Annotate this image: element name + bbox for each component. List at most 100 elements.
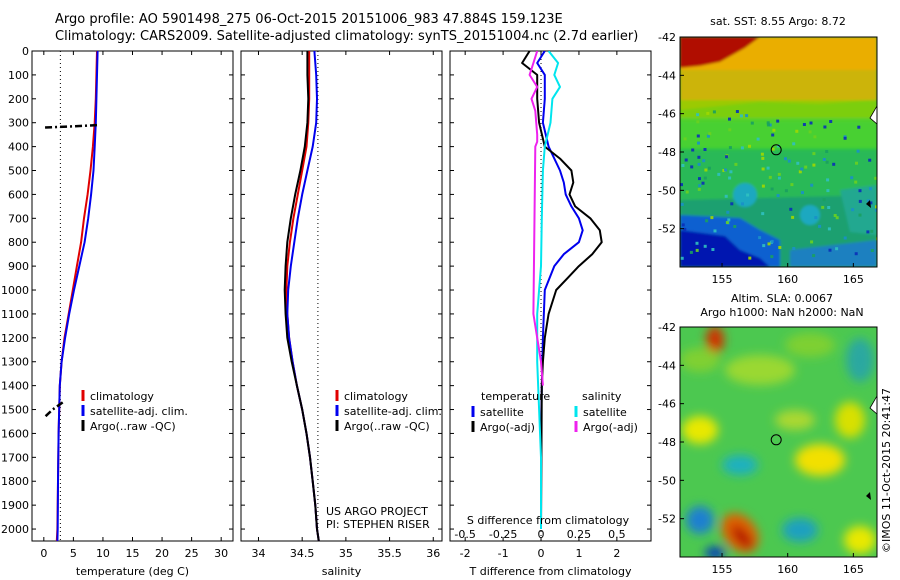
top-tick-label: 0.25: [567, 528, 592, 541]
lon-tick-label: 155: [712, 273, 733, 286]
climatology-subtitle: Climatology: CARS2009. Satellite-adjuste…: [55, 29, 639, 44]
imos-credit: ©IMOS 11-Oct-2015 20:41:47: [880, 388, 893, 553]
difference-top-xlabel: S difference from climatology: [467, 514, 630, 527]
x-tick-label: 5: [70, 547, 77, 560]
top-tick-label: 0.5: [608, 528, 626, 541]
x-tick-label: 0: [538, 547, 545, 560]
sst-map: sat. SST: 8.55 Argo: 8.72: [658, 15, 878, 286]
x-tick-label: 36: [426, 547, 440, 560]
depth-tick-label: 400: [8, 141, 29, 154]
depth-tick-label: 1900: [1, 499, 29, 512]
lat-tick-label: -52: [658, 513, 676, 526]
lat-tick-label: -46: [658, 108, 676, 121]
x-tick-label: 25: [185, 547, 199, 560]
difference-xlabel: T difference from climatology: [469, 565, 632, 578]
legend-label: satellite-adj. clim.: [90, 405, 188, 418]
argo-position-marker: [770, 434, 782, 446]
depth-tick-label: 1200: [1, 332, 29, 345]
lat-tick-label: -52: [658, 223, 676, 236]
x-tick-label: -1: [498, 547, 509, 560]
depth-tick-label: 0: [22, 45, 29, 58]
depth-tick-label: 900: [8, 260, 29, 273]
profile-title: Argo profile: AO 5901498_275 06-Oct-2015…: [55, 12, 563, 27]
x-tick-label: 2: [613, 547, 620, 560]
lat-tick-label: -44: [658, 359, 676, 372]
depth-tick-label: 1400: [1, 380, 29, 393]
depth-tick-label: 1700: [1, 451, 29, 464]
lat-tick-label: -48: [658, 146, 676, 159]
depth-tick-label: 1300: [1, 356, 29, 369]
lat-tick-label: -42: [658, 321, 676, 334]
legend-title-temperature: temperature: [481, 390, 550, 403]
series-salinity-argo-adj: [528, 51, 544, 386]
lat-tick-label: -48: [658, 436, 676, 449]
legend-label: climatology: [90, 390, 154, 403]
legend-label: Argo(-adj): [480, 421, 535, 434]
lon-tick-label: 165: [843, 273, 864, 286]
depth-tick-label: 1000: [1, 284, 29, 297]
legend-label: Argo(-adj): [583, 421, 638, 434]
series-temperature-satellite: [536, 51, 584, 529]
x-tick-label: 34.5: [290, 547, 315, 560]
lon-tick-label: 155: [712, 563, 733, 576]
legend-label: satellite-adj. clim.: [344, 405, 442, 418]
depth-tick-label: 1600: [1, 427, 29, 440]
sst-map-field: [680, 37, 877, 267]
lat-tick-label: -50: [658, 184, 676, 197]
depth-tick-label: 1100: [1, 308, 29, 321]
x-tick-label: 35: [339, 547, 353, 560]
lat-tick-label: -46: [658, 398, 676, 411]
sla-map: Altim. SLA: 0.0067 Argo h1000: NaN h2000…: [658, 292, 878, 576]
argo-position-marker: [770, 144, 782, 156]
depth-tick-label: 600: [8, 188, 29, 201]
project-annotation: PI: STEPHEN RISER: [326, 518, 430, 531]
series-argo-raw-qc: [283, 51, 320, 541]
salinity-xlabel: salinity: [322, 565, 362, 578]
salinity-panel: 34 34.5 35 35.5 36 salinity climatology satelli…: [240, 50, 443, 578]
x-tick-label: -2: [460, 547, 471, 560]
temperature-plot-frame: [31, 50, 234, 542]
depth-tick-label: 100: [8, 69, 29, 82]
temperature-xlabel: temperature (deg C): [76, 565, 189, 578]
depth-tick-label: 1800: [1, 475, 29, 488]
series-salinity-satellite: [536, 51, 561, 529]
x-tick-label: 15: [126, 547, 140, 560]
legend-label: Argo(..raw -QC): [90, 420, 176, 433]
top-tick-label: -0.5: [454, 528, 475, 541]
sst-map-title: sat. SST: 8.55 Argo: 8.72: [710, 15, 846, 28]
depth-tick-label: 300: [8, 117, 29, 130]
x-tick-label: 35.5: [377, 547, 402, 560]
x-tick-label: 10: [96, 547, 110, 560]
salinity-plot-frame: [240, 50, 443, 542]
depth-tick-label: 200: [8, 93, 29, 106]
depth-tick-label: 800: [8, 236, 29, 249]
x-tick-label: 34: [251, 547, 265, 560]
lat-tick-label: -42: [658, 31, 676, 44]
lon-tick-label: 165: [843, 563, 864, 576]
lon-tick-label: 160: [777, 563, 798, 576]
sla-map-title: Altim. SLA: 0.0067: [731, 292, 833, 305]
difference-panel: -2 -1 0 1 2 T difference from climatology temp…: [449, 50, 652, 578]
x-tick-label: 0: [40, 547, 47, 560]
x-tick-label: 1: [575, 547, 582, 560]
legend-label: climatology: [344, 390, 408, 403]
depth-tick-label: 2000: [1, 523, 29, 536]
x-tick-label: 20: [155, 547, 169, 560]
project-annotation: US ARGO PROJECT: [326, 505, 428, 518]
top-tick-label: 0: [538, 528, 545, 541]
lon-tick-label: 160: [777, 273, 798, 286]
legend-label: Argo(..raw -QC): [344, 420, 430, 433]
series-temperature-argo-adj: [521, 51, 603, 530]
depth-tick-label: 700: [8, 212, 29, 225]
series-argo-raw-qc: [44, 401, 64, 418]
sla-map-field: [680, 327, 877, 557]
depth-tick-label: 1500: [1, 404, 29, 417]
lat-tick-label: -50: [658, 474, 676, 487]
difference-plot-frame: [449, 50, 652, 542]
lat-tick-label: -44: [658, 69, 676, 82]
temperature-panel: 0100200300400500600700800900100011001200…: [1, 45, 234, 578]
x-tick-label: 30: [214, 547, 228, 560]
series-satellite-adj-clim: [56, 51, 99, 541]
legend-label: satellite: [480, 406, 524, 419]
